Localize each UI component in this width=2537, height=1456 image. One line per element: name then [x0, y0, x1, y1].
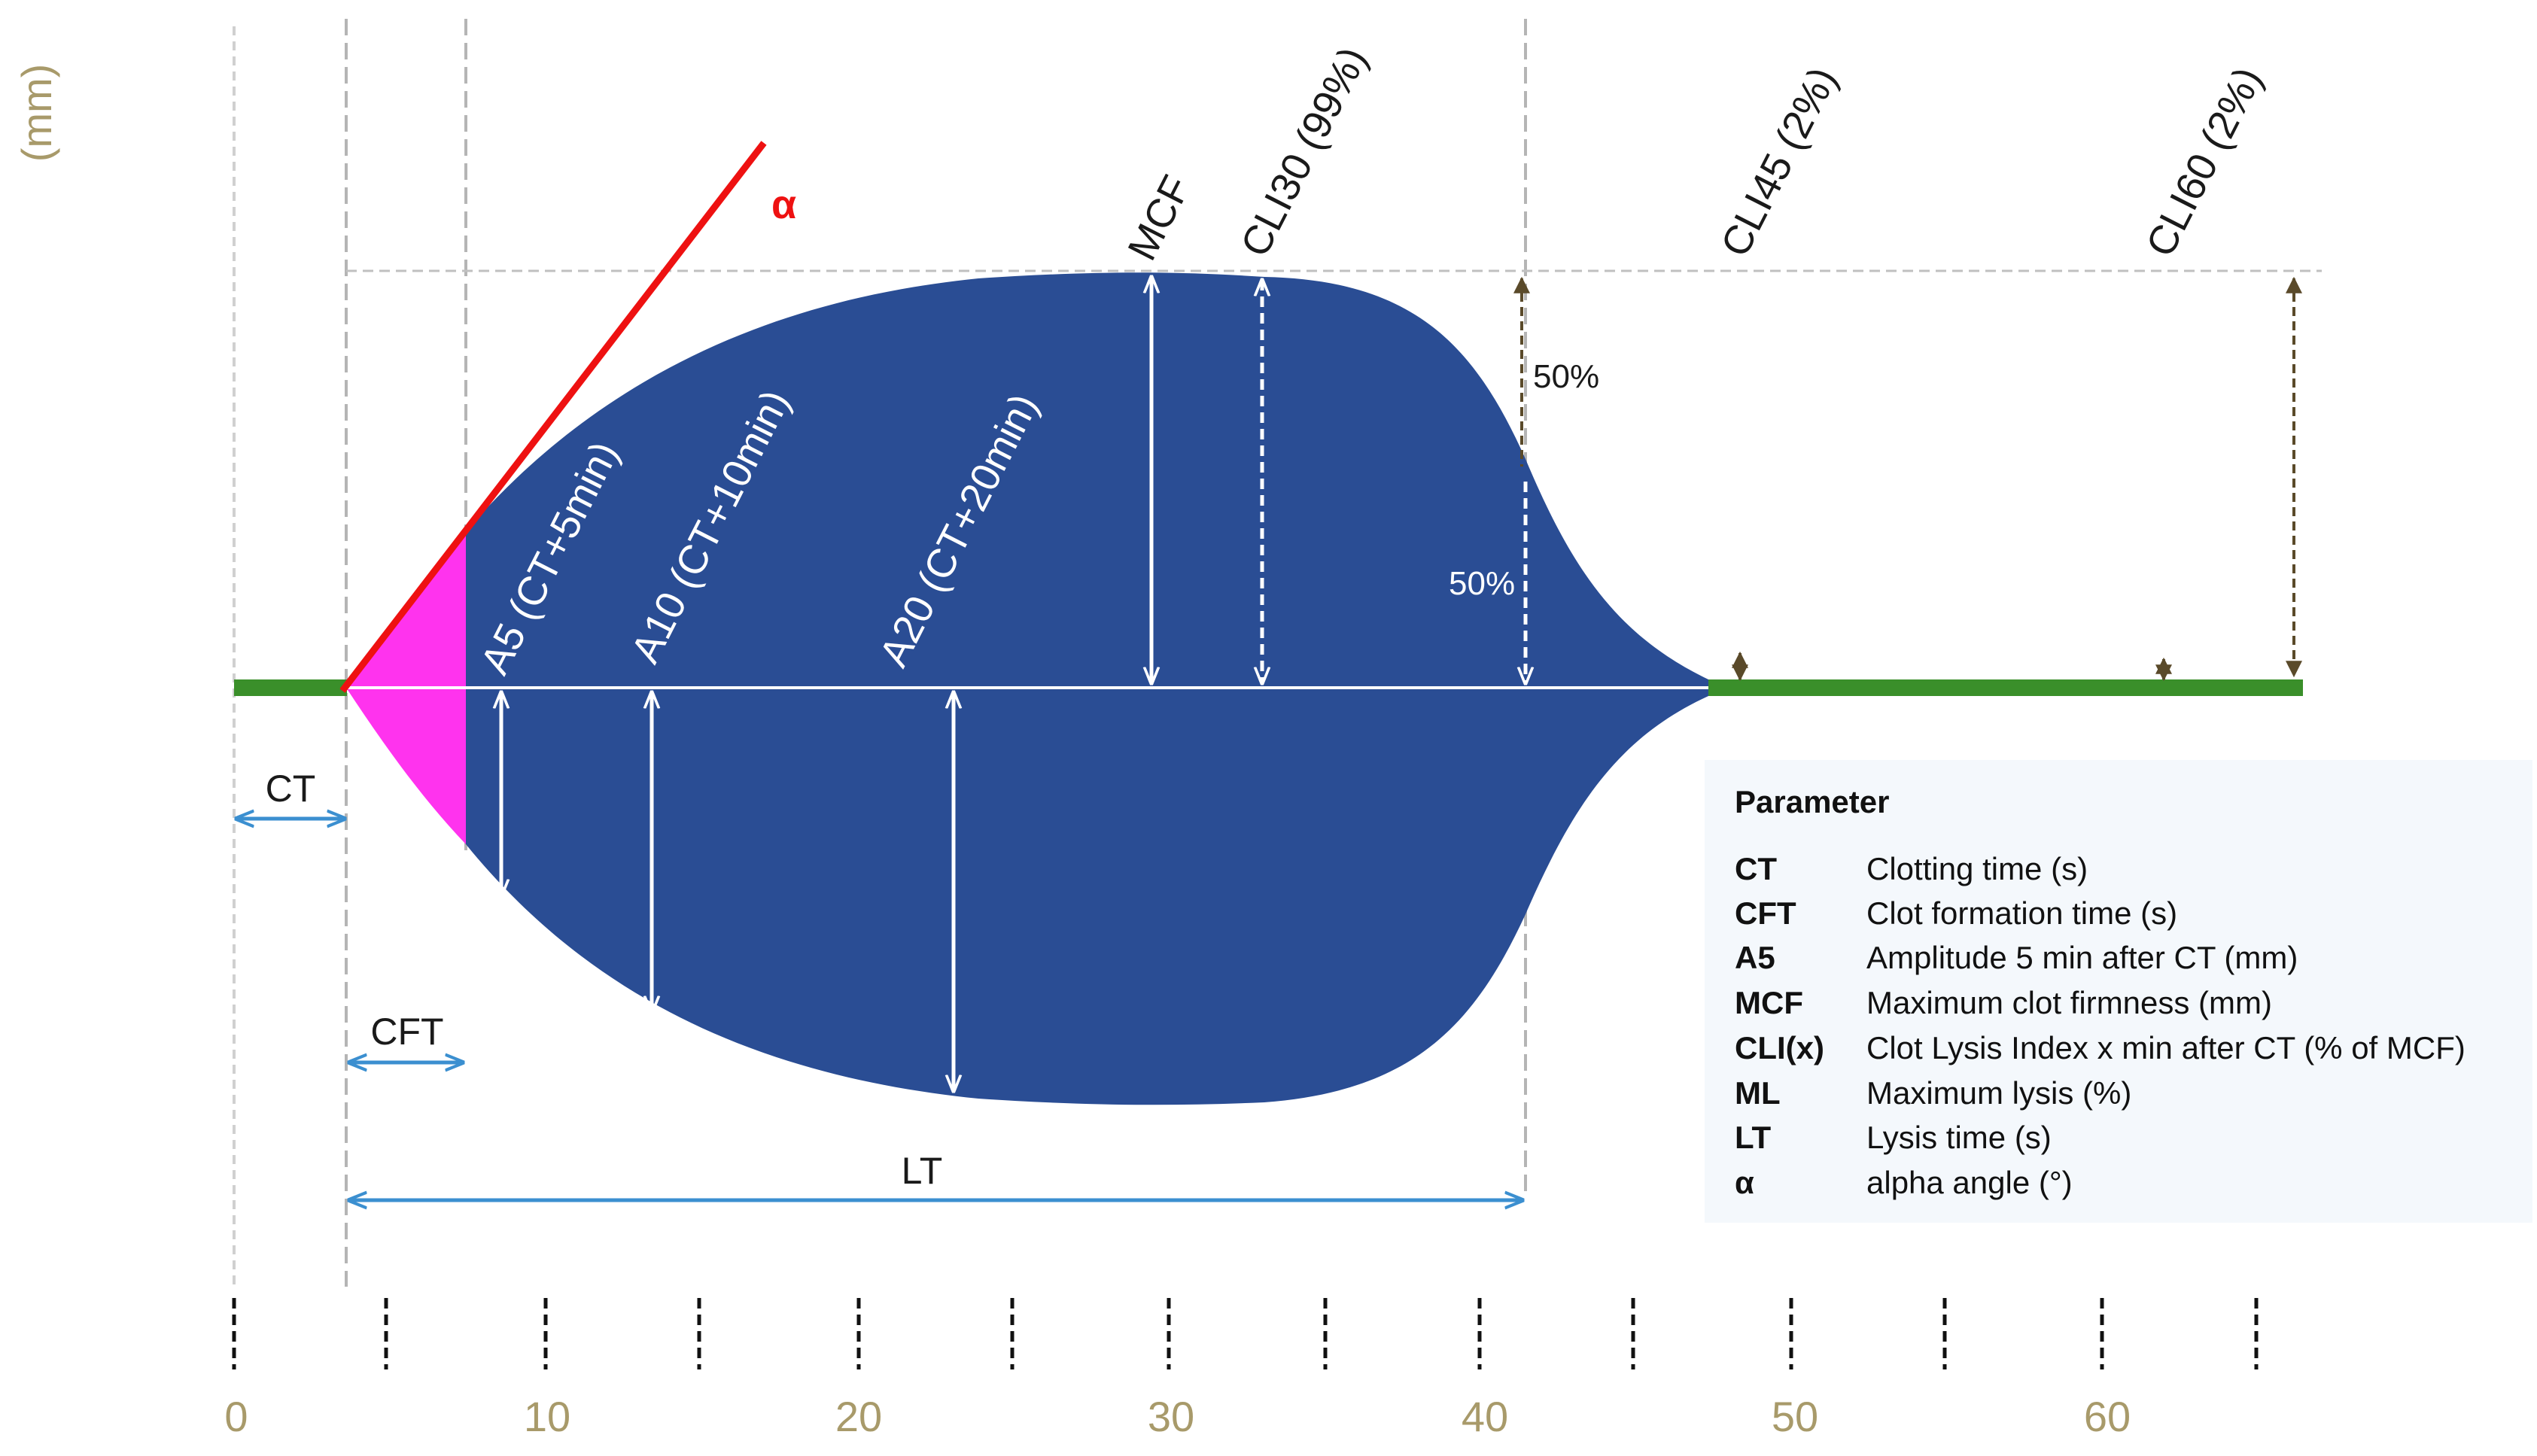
x-tick-label: 50: [1772, 1393, 1818, 1440]
baseline-left: [234, 679, 347, 696]
cft-label: CFT: [370, 1011, 443, 1053]
ct-label: CT: [266, 768, 316, 810]
x-tick-label: 30: [1148, 1393, 1194, 1440]
x-tick-label: 20: [835, 1393, 882, 1440]
legend-abbr: CFT: [1735, 895, 1796, 931]
x-axis: [232, 1298, 2259, 1369]
legend-abbr: α: [1735, 1165, 1754, 1200]
legend-desc: Lysis time (s): [1866, 1120, 2052, 1155]
legend-desc: Clot Lysis Index x min after CT (% of MC…: [1866, 1030, 2466, 1065]
cli45-label: CLI45 (2%): [1712, 60, 1845, 264]
legend-title: Parameter: [1735, 784, 1889, 819]
alpha-tangent-line: [339, 141, 767, 693]
legend-abbr: ML: [1735, 1075, 1781, 1111]
amplitude-arrows: [501, 277, 1526, 1091]
legend-desc: Amplitude 5 min after CT (mm): [1866, 940, 2298, 975]
cli60-label: CLI60 (2%): [2137, 60, 2271, 264]
legend-descs: Clotting time (s) Clot formation time (s…: [1866, 851, 2466, 1200]
mcf-label: MCF: [1119, 169, 1200, 267]
baseline-right: [1708, 679, 2303, 696]
y-unit-label: (mm): [13, 64, 60, 163]
parameter-legend: Parameter CT CFT A5 MCF CLI(x) ML LT α C…: [1705, 760, 2532, 1223]
x-axis-tick-labels: 0 10 20 30 40 50 60: [224, 1393, 2131, 1440]
legend-abbr: A5: [1735, 940, 1775, 975]
lysis-arrows: [1513, 276, 2302, 682]
x-tick-label: 0: [224, 1393, 248, 1440]
x-tick-label: 60: [2084, 1393, 2131, 1440]
interval-labels: CT CFT LT: [266, 768, 943, 1192]
legend-desc: Maximum lysis (%): [1866, 1075, 2131, 1111]
interval-arrows: [236, 819, 1523, 1200]
legend-desc: Maximum clot firmness (mm): [1866, 985, 2272, 1020]
legend-desc: Clotting time (s): [1866, 851, 2088, 886]
alpha-label: α: [771, 182, 796, 227]
legend-abbrs: CT CFT A5 MCF CLI(x) ML LT α: [1735, 851, 1824, 1200]
legend-abbr: LT: [1735, 1120, 1772, 1155]
baseline: [234, 679, 2303, 696]
legend-abbr: CLI(x): [1735, 1030, 1824, 1065]
legend-abbr: MCF: [1735, 985, 1803, 1020]
legend-abbr: CT: [1735, 851, 1777, 886]
legend-desc: Clot formation time (s): [1866, 895, 2177, 931]
legend-desc: alpha angle (°): [1866, 1165, 2073, 1200]
half-lower-label: 50%: [1449, 565, 1515, 602]
x-tick-label: 10: [524, 1393, 570, 1440]
x-tick-label: 40: [1462, 1393, 1508, 1440]
cli30-label: CLI30 (99%): [1232, 40, 1376, 263]
half-upper-label: 50%: [1533, 358, 1599, 395]
legend-background: [1705, 760, 2532, 1223]
lt-label: LT: [902, 1150, 943, 1192]
